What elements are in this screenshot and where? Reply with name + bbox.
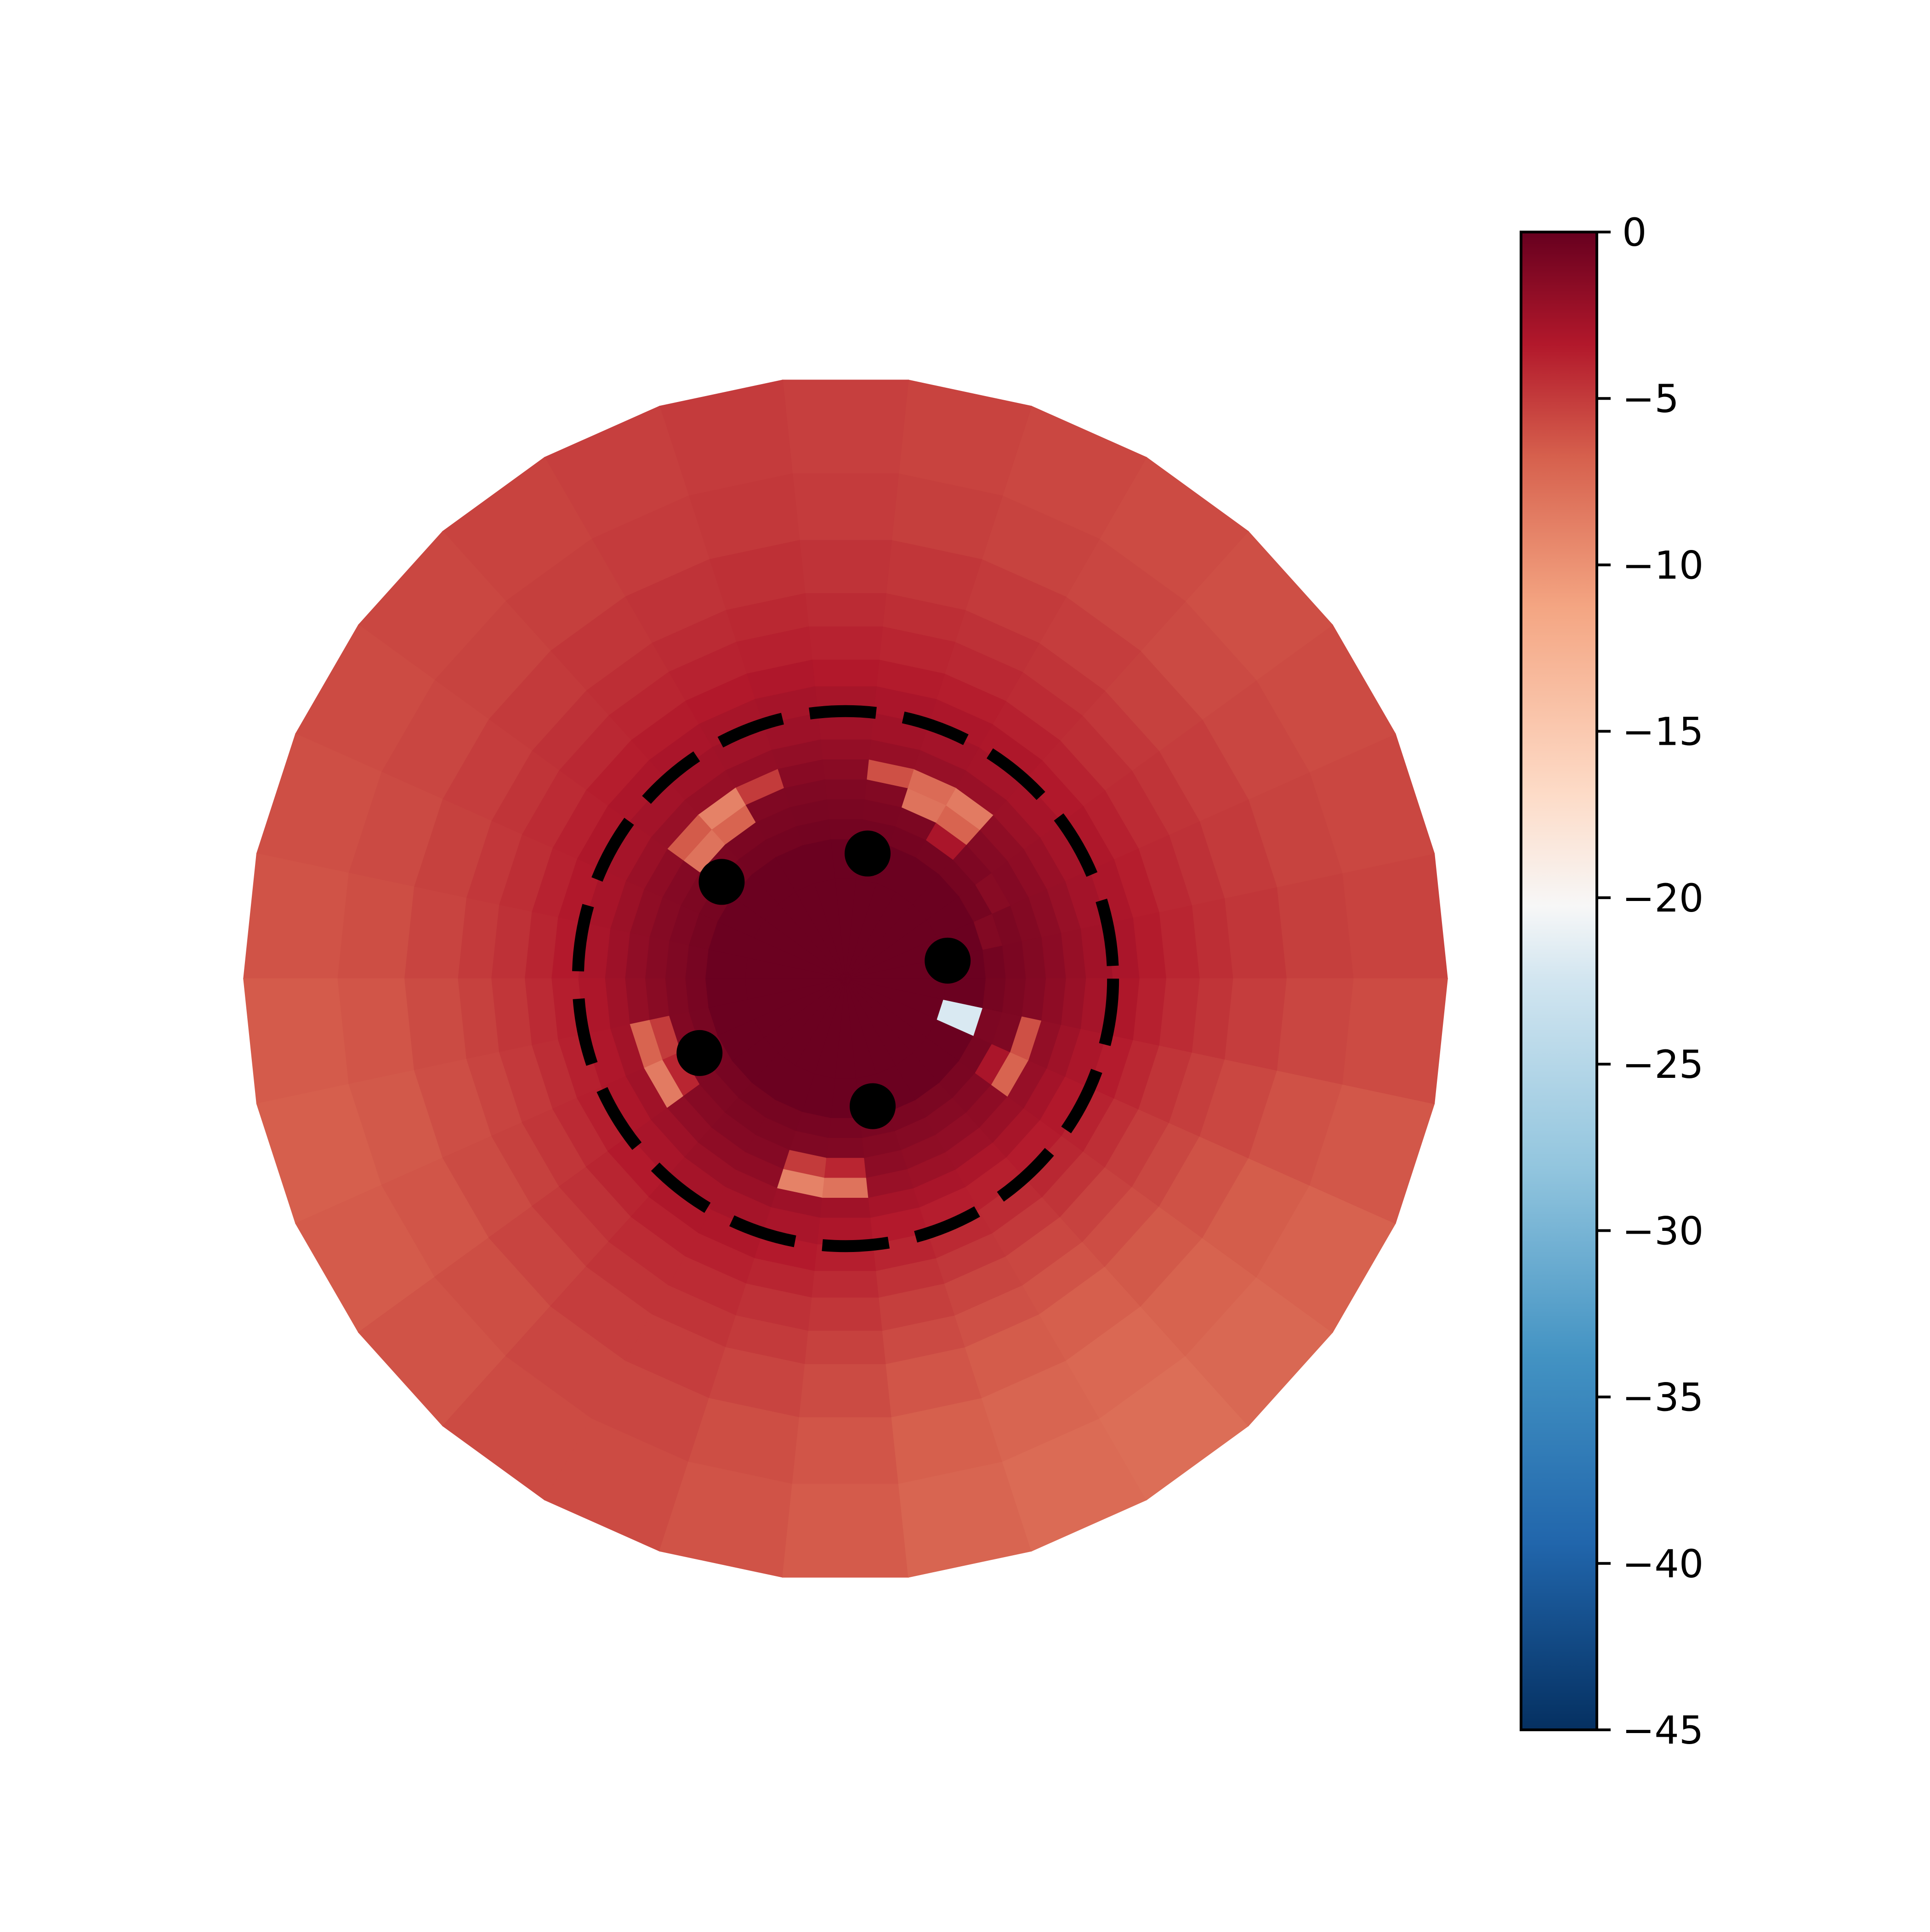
colorbar-tick-label: −30 bbox=[1622, 1208, 1703, 1253]
polar-heatmap bbox=[243, 380, 1448, 1578]
heatmap-cell bbox=[782, 1484, 909, 1578]
heatmap-cell bbox=[822, 1178, 869, 1199]
heatmap-cell bbox=[804, 592, 887, 627]
colorbar-tick-label: −5 bbox=[1622, 376, 1679, 421]
colorbar-tick-label: −10 bbox=[1622, 543, 1703, 588]
heatmap-cell bbox=[403, 978, 467, 1071]
heatmap-cell bbox=[808, 1297, 883, 1331]
heatmap-cell bbox=[820, 739, 871, 760]
heatmap-cell bbox=[243, 853, 349, 979]
heatmap-cell bbox=[1277, 978, 1355, 1085]
heatmap-cell bbox=[1224, 886, 1288, 979]
heatmap-cell bbox=[1224, 978, 1288, 1071]
heatmap-cell bbox=[799, 1364, 892, 1418]
reference-dashed-circle bbox=[572, 705, 1119, 1252]
heatmap-cell bbox=[982, 978, 1007, 1013]
heatmap-cell bbox=[1342, 853, 1448, 979]
heatmap-cell bbox=[792, 473, 899, 540]
colorbar-tick-label: −25 bbox=[1622, 1042, 1703, 1087]
colorbar-tick-label: −20 bbox=[1622, 876, 1703, 921]
heatmap-cell bbox=[403, 886, 467, 979]
heatmap-cell bbox=[243, 978, 349, 1105]
heatmap-cell bbox=[804, 1331, 887, 1365]
colorbar-tick-label: 0 bbox=[1622, 210, 1646, 255]
marker-points bbox=[676, 830, 971, 1129]
marker-point bbox=[676, 1030, 723, 1076]
heatmap-cell bbox=[1277, 873, 1355, 979]
heatmap-cell bbox=[820, 1197, 871, 1218]
colorbar-gradient bbox=[1521, 232, 1597, 1730]
heatmap-cell bbox=[799, 539, 892, 594]
heatmap-cell bbox=[1342, 978, 1448, 1105]
colorbar-frame bbox=[1520, 231, 1598, 1731]
marker-point bbox=[925, 937, 971, 984]
marker-point bbox=[698, 859, 745, 905]
colorbar-tick-label: −15 bbox=[1622, 709, 1703, 754]
reference-circle-layer bbox=[572, 705, 1119, 1252]
heatmap-cell bbox=[812, 659, 880, 686]
colorbar-tick-label: −35 bbox=[1622, 1375, 1703, 1420]
marker-point bbox=[850, 1083, 896, 1129]
heatmap-cell bbox=[826, 1138, 865, 1159]
heatmap-cell bbox=[792, 1417, 899, 1484]
colorbar-tick-label: −40 bbox=[1622, 1541, 1703, 1586]
heatmap-cell bbox=[684, 978, 709, 1013]
heatmap-cell bbox=[822, 759, 869, 780]
heatmap-cell bbox=[824, 778, 867, 799]
colorbar-tick-label: −45 bbox=[1622, 1708, 1703, 1753]
colorbar: 0 −5 −10 −15 −20 −25 −30 −35 −40 −45 bbox=[1520, 210, 1703, 1753]
heatmap-cell bbox=[826, 799, 865, 820]
heatmap-cell bbox=[782, 380, 909, 474]
marker-point bbox=[845, 830, 891, 877]
heatmap-cell bbox=[808, 626, 883, 660]
heatmap-cell bbox=[824, 1158, 867, 1179]
heatmap-cell bbox=[684, 945, 709, 979]
heatmap-cell bbox=[336, 978, 414, 1085]
heatmap-cell bbox=[336, 873, 414, 979]
colorbar-ticks: 0 −5 −10 −15 −20 −25 −30 −35 −40 −45 bbox=[1597, 210, 1703, 1753]
heatmap-cell bbox=[982, 945, 1007, 979]
heatmap-cell bbox=[812, 1271, 880, 1298]
